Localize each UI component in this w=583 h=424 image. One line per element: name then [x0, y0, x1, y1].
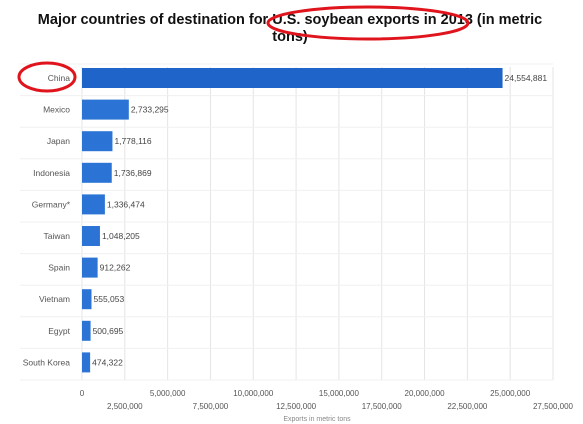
value-label: 912,262	[100, 263, 131, 273]
x-tick-label: 22,500,000	[447, 402, 488, 411]
bar-spain	[82, 257, 98, 278]
bar-egypt	[82, 320, 91, 341]
category-label: Mexico	[43, 105, 70, 115]
value-label: 24,554,881	[505, 73, 548, 83]
annotation-circle-china	[17, 61, 77, 93]
category-label: Germany*	[32, 199, 71, 209]
bar-germany	[82, 194, 105, 215]
category-label: Spain	[48, 263, 70, 273]
x-tick-label: 2,500,000	[107, 402, 143, 411]
x-tick-label: 15,000,000	[319, 389, 360, 398]
value-label: 1,048,205	[102, 231, 140, 241]
chart-title: Major countries of destination for U.S. …	[30, 12, 550, 46]
bar-south-korea	[82, 352, 91, 373]
chart-title-line-2: tons)	[272, 29, 308, 45]
x-tick-label: 25,000,000	[490, 389, 531, 398]
category-label: Taiwan	[44, 231, 71, 241]
bar-taiwan	[82, 226, 100, 246]
x-tick-label: 0	[80, 389, 85, 398]
x-tick-label: 5,000,000	[150, 389, 186, 398]
category-label: Indonesia	[33, 168, 70, 178]
value-label: 1,336,474	[107, 199, 145, 209]
category-label: Vietnam	[39, 294, 70, 304]
x-tick-label: 10,000,000	[233, 389, 274, 398]
category-label: China	[48, 73, 70, 83]
x-tick-label: 17,500,000	[362, 402, 403, 411]
bar-china	[82, 68, 503, 88]
category-label: Egypt	[48, 326, 70, 336]
value-label: 2,733,295	[131, 105, 169, 115]
category-label: Japan	[47, 136, 70, 146]
x-tick-label: 12,500,000	[276, 402, 317, 411]
chart-title-line-1: Major countries of destination for U.S. …	[37, 12, 543, 28]
bar-vietnam	[82, 289, 92, 310]
bar-japan	[82, 131, 113, 152]
annotation-circle-title	[266, 5, 470, 41]
x-axis-title: Exports in metric tons	[283, 416, 351, 423]
value-label: 555,053	[94, 294, 125, 304]
value-label: 500,695	[93, 326, 124, 336]
x-tick-label: 20,000,000	[405, 389, 446, 398]
bar-mexico	[82, 99, 129, 120]
x-tick-label: 7,500,000	[193, 402, 229, 411]
value-label: 474,322	[92, 357, 123, 367]
value-label: 1,778,116	[114, 136, 151, 146]
bar-indonesia	[82, 162, 112, 183]
category-label: South Korea	[23, 357, 71, 367]
value-label: 1,736,869	[114, 168, 152, 178]
x-tick-label: 27,500,000	[533, 402, 574, 411]
